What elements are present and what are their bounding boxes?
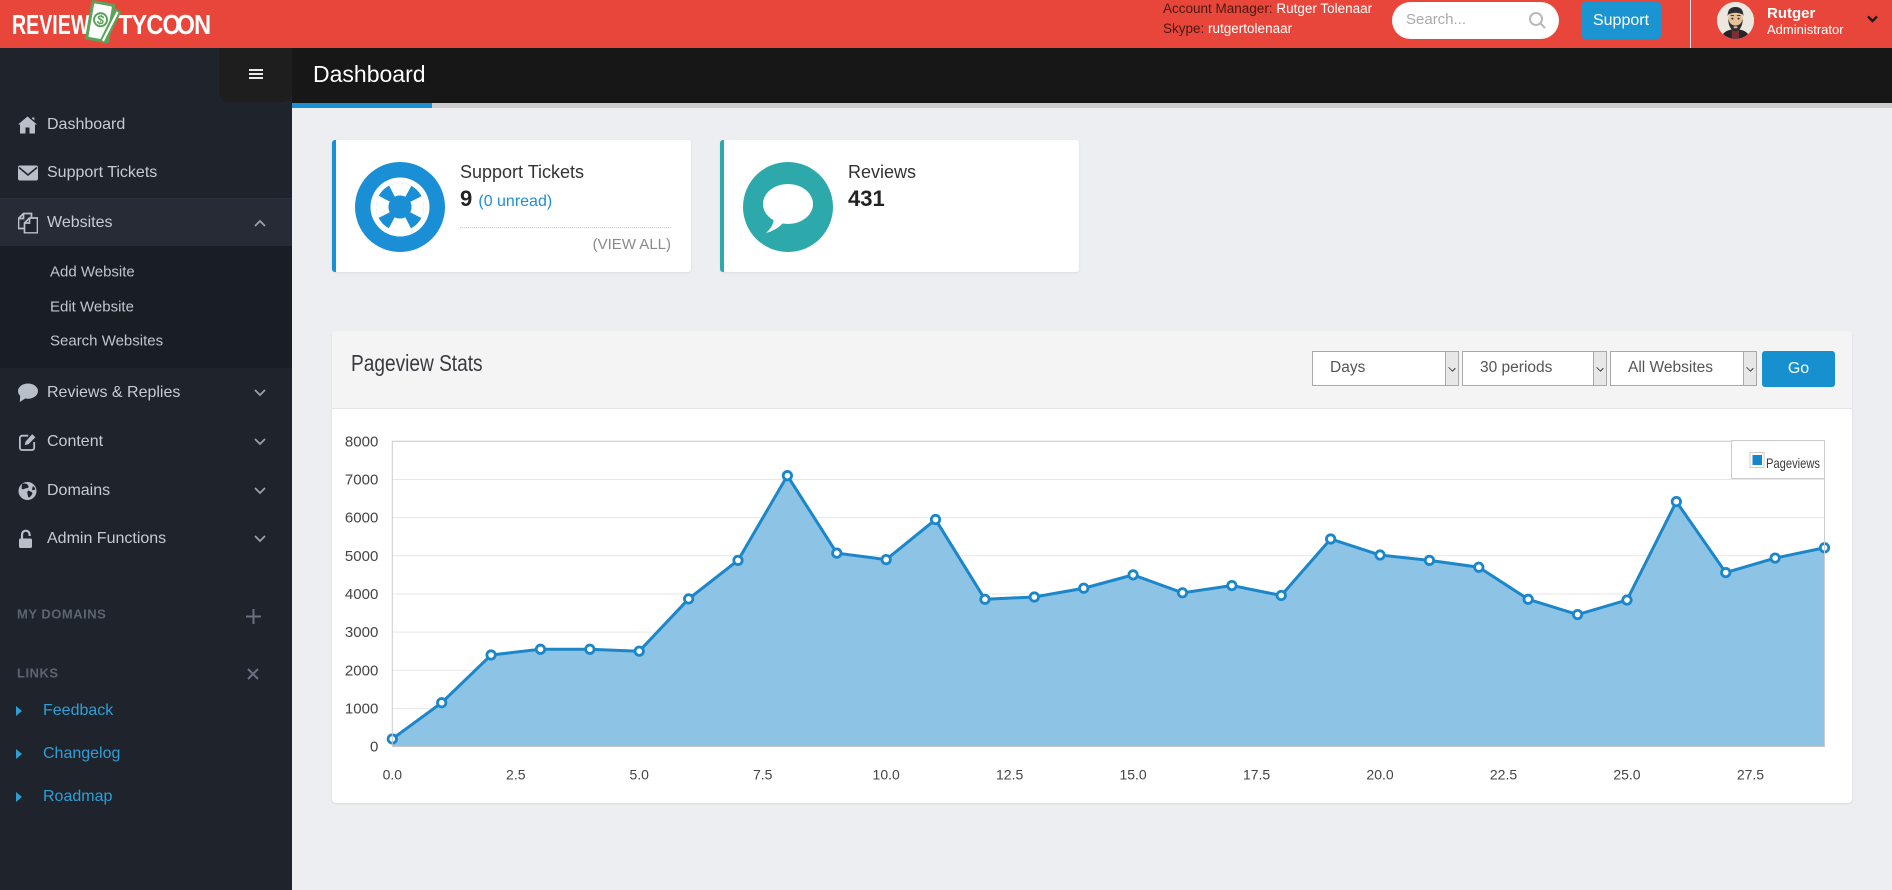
- svg-text:15.0: 15.0: [1119, 767, 1146, 783]
- svg-text:12.5: 12.5: [996, 767, 1023, 783]
- svg-text:7000: 7000: [345, 471, 378, 488]
- svg-text:$: $: [96, 12, 106, 28]
- svg-text:17.5: 17.5: [1243, 767, 1270, 783]
- svg-text:27.5: 27.5: [1737, 767, 1764, 783]
- svg-text:5.0: 5.0: [630, 767, 650, 783]
- svg-text:2.5: 2.5: [506, 767, 526, 783]
- svg-text:10.0: 10.0: [873, 767, 900, 783]
- svg-text:7.5: 7.5: [753, 767, 773, 783]
- svg-text:Pageviews: Pageviews: [1766, 455, 1820, 471]
- svg-text:0: 0: [370, 739, 378, 756]
- svg-text:6000: 6000: [345, 510, 378, 527]
- svg-text:8000: 8000: [345, 433, 378, 450]
- svg-text:22.5: 22.5: [1490, 767, 1517, 783]
- svg-text:0.0: 0.0: [383, 767, 403, 783]
- svg-text:25.0: 25.0: [1613, 767, 1640, 783]
- svg-text:20.0: 20.0: [1366, 767, 1393, 783]
- svg-text:5000: 5000: [345, 548, 378, 565]
- svg-text:2000: 2000: [345, 662, 378, 679]
- svg-text:1000: 1000: [345, 700, 378, 717]
- svg-text:4000: 4000: [345, 586, 378, 603]
- svg-text:3000: 3000: [345, 624, 378, 641]
